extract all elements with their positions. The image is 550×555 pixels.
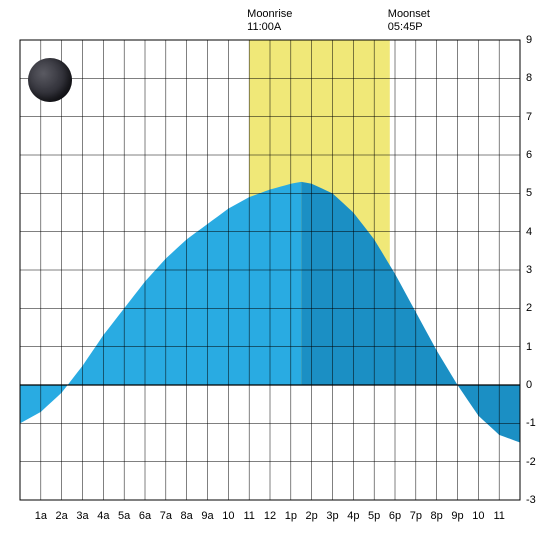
y-tick-label: -2 xyxy=(526,456,536,468)
y-tick-label: 1 xyxy=(526,341,532,353)
y-tick-label: 7 xyxy=(526,111,532,123)
x-tick-label: 8a xyxy=(181,510,193,522)
x-tick-label: 2p xyxy=(306,510,318,522)
tide-area-am xyxy=(20,182,301,424)
moonset-label-title: Moonset xyxy=(388,8,430,20)
x-tick-label: 9p xyxy=(451,510,463,522)
x-tick-label: 5p xyxy=(368,510,380,522)
y-tick-label: 8 xyxy=(526,72,532,84)
moonset-label-time: 05:45P xyxy=(388,21,423,33)
x-tick-label: 2a xyxy=(56,510,68,522)
x-tick-label: 4a xyxy=(97,510,109,522)
y-tick-label: -1 xyxy=(526,417,536,429)
y-tick-label: 2 xyxy=(526,302,532,314)
x-tick-label: 7a xyxy=(160,510,172,522)
x-tick-label: 6a xyxy=(139,510,151,522)
moonset-label: Moonset05:45P xyxy=(388,8,430,34)
x-tick-label: 12 xyxy=(264,510,276,522)
tide-chart: -3-2-101234567891a2a3a4a5a6a7a8a9a101112… xyxy=(0,0,550,550)
x-tick-label: 1a xyxy=(35,510,47,522)
x-tick-label: 8p xyxy=(431,510,443,522)
y-tick-label: 0 xyxy=(526,379,532,391)
moonrise-label: Moonrise11:00A xyxy=(247,8,292,34)
y-tick-label: -3 xyxy=(526,494,536,506)
x-tick-label: 11 xyxy=(493,510,504,522)
y-tick-label: 9 xyxy=(526,34,532,46)
chart-svg xyxy=(0,0,550,550)
x-tick-label: 7p xyxy=(410,510,422,522)
moonrise-label-time: 11:00A xyxy=(247,21,281,33)
y-tick-label: 3 xyxy=(526,264,532,276)
x-tick-label: 1p xyxy=(285,510,297,522)
x-tick-label: 6p xyxy=(389,510,401,522)
x-tick-label: 10 xyxy=(472,510,484,522)
x-tick-label: 9a xyxy=(201,510,213,522)
x-tick-label: 10 xyxy=(222,510,234,522)
y-tick-label: 5 xyxy=(526,187,532,199)
x-tick-label: 3p xyxy=(326,510,338,522)
x-tick-label: 4p xyxy=(347,510,359,522)
x-tick-label: 11 xyxy=(243,510,254,522)
y-tick-label: 6 xyxy=(526,149,532,161)
x-tick-label: 5a xyxy=(118,510,130,522)
y-tick-label: 4 xyxy=(526,226,532,238)
moon-phase-icon xyxy=(28,58,72,102)
tide-area-pm xyxy=(301,182,520,443)
x-tick-label: 3a xyxy=(76,510,88,522)
moonrise-label-title: Moonrise xyxy=(247,8,292,20)
